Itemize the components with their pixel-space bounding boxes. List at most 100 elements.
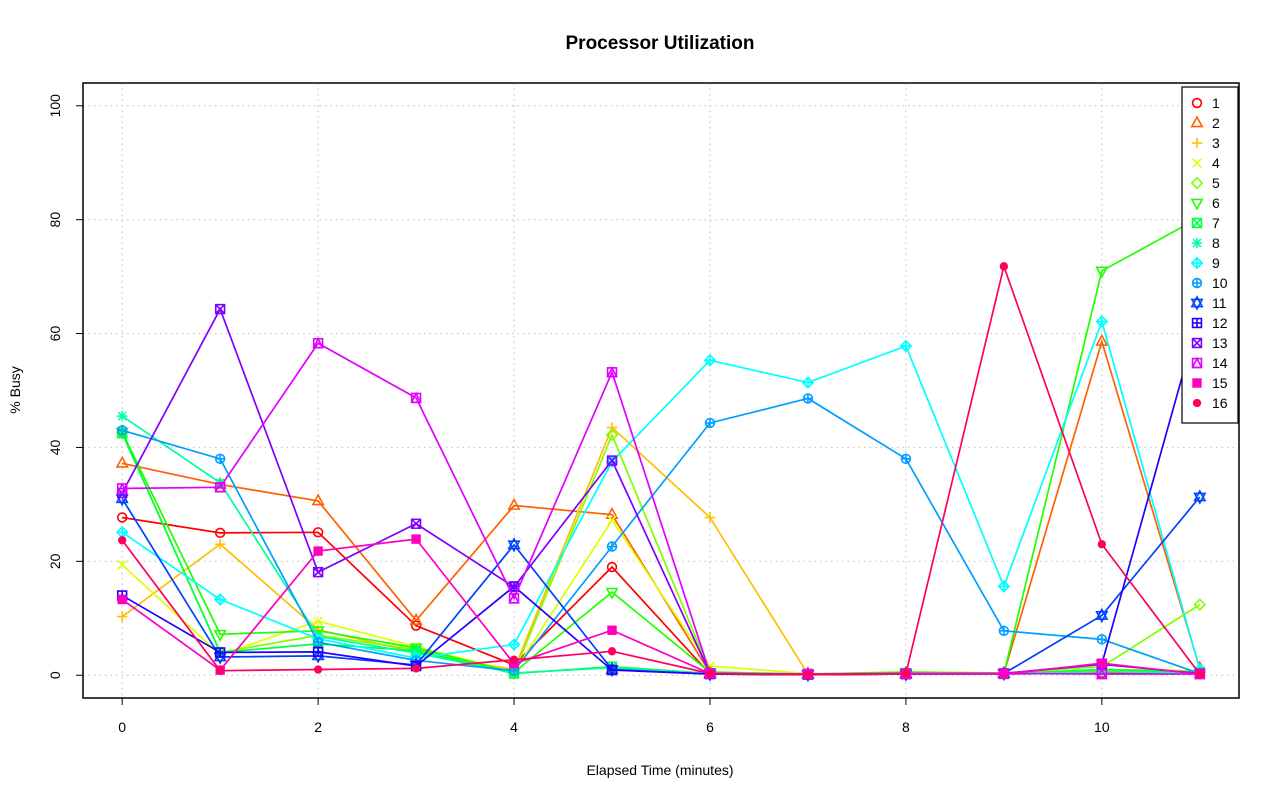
data-point-15 xyxy=(411,534,421,544)
data-point-10 xyxy=(704,417,716,429)
series-10 xyxy=(116,393,1206,679)
data-point-9 xyxy=(115,525,129,539)
series-3 xyxy=(116,422,1206,680)
x-tick-label: 10 xyxy=(1094,719,1110,735)
chart-title: Processor Utilization xyxy=(566,33,755,54)
series-2 xyxy=(115,333,1207,679)
data-point-9 xyxy=(997,580,1011,593)
legend-marker xyxy=(1192,398,1202,408)
series-line-9 xyxy=(121,318,1201,670)
data-point-5 xyxy=(1193,598,1207,611)
data-point-13 xyxy=(214,303,226,315)
data-point-15 xyxy=(607,625,617,635)
legend-marker xyxy=(1191,217,1203,229)
legend-item-12: 12 xyxy=(1191,315,1228,331)
data-point-14 xyxy=(410,391,422,404)
legend-item-10: 10 xyxy=(1191,275,1228,291)
data-point-14 xyxy=(116,482,128,494)
legend-marker xyxy=(1191,97,1203,109)
legend-item-8: 8 xyxy=(1191,235,1220,251)
data-point-2 xyxy=(409,612,423,625)
data-point-3 xyxy=(704,512,716,523)
plot-frame xyxy=(82,82,1240,699)
x-axis: 0 2 4 6 8 10 xyxy=(118,697,1110,735)
data-point-2 xyxy=(507,497,521,510)
series-14 xyxy=(116,337,1206,680)
x-axis-label: Elapsed Time (minutes) xyxy=(586,762,733,778)
data-point-16 xyxy=(313,665,323,674)
data-point-4 xyxy=(117,560,127,570)
data-point-10 xyxy=(900,453,912,465)
data-point-8 xyxy=(116,410,128,422)
series-13 xyxy=(116,303,1206,680)
data-point-2 xyxy=(115,455,129,468)
y-tick-label: 100 xyxy=(47,94,63,118)
data-point-11 xyxy=(1095,607,1109,624)
data-point-6 xyxy=(1095,266,1109,279)
data-point-4 xyxy=(313,616,323,626)
data-point-15 xyxy=(999,669,1009,679)
data-point-1 xyxy=(214,527,226,539)
legend-item-5: 5 xyxy=(1190,175,1220,191)
y-tick-label: 0 xyxy=(47,671,63,679)
data-point-14 xyxy=(606,366,618,378)
legend-marker xyxy=(1191,317,1203,329)
data-point-10 xyxy=(998,625,1010,637)
legend-box xyxy=(1181,86,1239,424)
data-point-3 xyxy=(214,539,226,550)
legend-label: 1 xyxy=(1212,95,1220,111)
data-point-2 xyxy=(311,493,325,506)
y-tick-label: 60 xyxy=(47,326,63,342)
data-point-11 xyxy=(507,537,521,553)
data-point-10 xyxy=(116,425,128,436)
legend-item-9: 9 xyxy=(1190,255,1220,271)
legend-label: 5 xyxy=(1212,175,1220,191)
data-point-9 xyxy=(703,353,717,367)
data-point-9 xyxy=(801,376,815,389)
data-point-14 xyxy=(508,592,520,604)
legend-marker xyxy=(1191,237,1203,249)
y-axis-label: % Busy xyxy=(7,366,23,413)
data-point-16 xyxy=(118,536,127,545)
legend-label: 6 xyxy=(1212,195,1220,211)
legend-label: 10 xyxy=(1212,275,1228,291)
legend-label: 7 xyxy=(1212,215,1220,231)
data-point-9 xyxy=(507,638,521,651)
data-point-16 xyxy=(1195,669,1204,679)
data-point-13 xyxy=(410,518,422,529)
series-line-5 xyxy=(121,432,1201,675)
data-point-4 xyxy=(607,515,617,526)
series-line-3 xyxy=(121,426,1200,675)
data-point-12 xyxy=(606,664,618,676)
legend-item-11: 11 xyxy=(1190,295,1227,311)
series-line-15 xyxy=(121,538,1200,676)
legend-item-15: 15 xyxy=(1192,375,1228,391)
data-point-1 xyxy=(116,512,128,523)
legend-item-14: 14 xyxy=(1191,355,1228,371)
data-point-10 xyxy=(606,541,618,552)
y-tick-label: 40 xyxy=(47,439,63,455)
legend-item-2: 2 xyxy=(1190,115,1220,131)
legend-label: 2 xyxy=(1212,115,1220,131)
data-point-10 xyxy=(1096,634,1108,645)
data-point-9 xyxy=(1095,315,1109,328)
data-point-1 xyxy=(312,527,324,538)
legend-marker xyxy=(1191,337,1203,349)
x-tick-label: 8 xyxy=(902,719,910,735)
data-point-11 xyxy=(1193,489,1207,505)
data-point-6 xyxy=(213,629,227,642)
data-point-9 xyxy=(899,339,913,353)
series-layer xyxy=(115,213,1207,683)
legend-marker xyxy=(1190,115,1204,128)
legend-item-6: 6 xyxy=(1190,195,1220,211)
legend-marker xyxy=(1191,277,1203,289)
data-point-12 xyxy=(312,646,324,658)
series-5 xyxy=(115,426,1207,681)
data-point-1 xyxy=(606,561,618,573)
series-line-10 xyxy=(121,397,1201,675)
data-point-16 xyxy=(705,669,715,678)
legend-marker xyxy=(1192,158,1202,168)
legend-item-4: 4 xyxy=(1192,155,1220,171)
legend-marker xyxy=(1191,356,1203,369)
